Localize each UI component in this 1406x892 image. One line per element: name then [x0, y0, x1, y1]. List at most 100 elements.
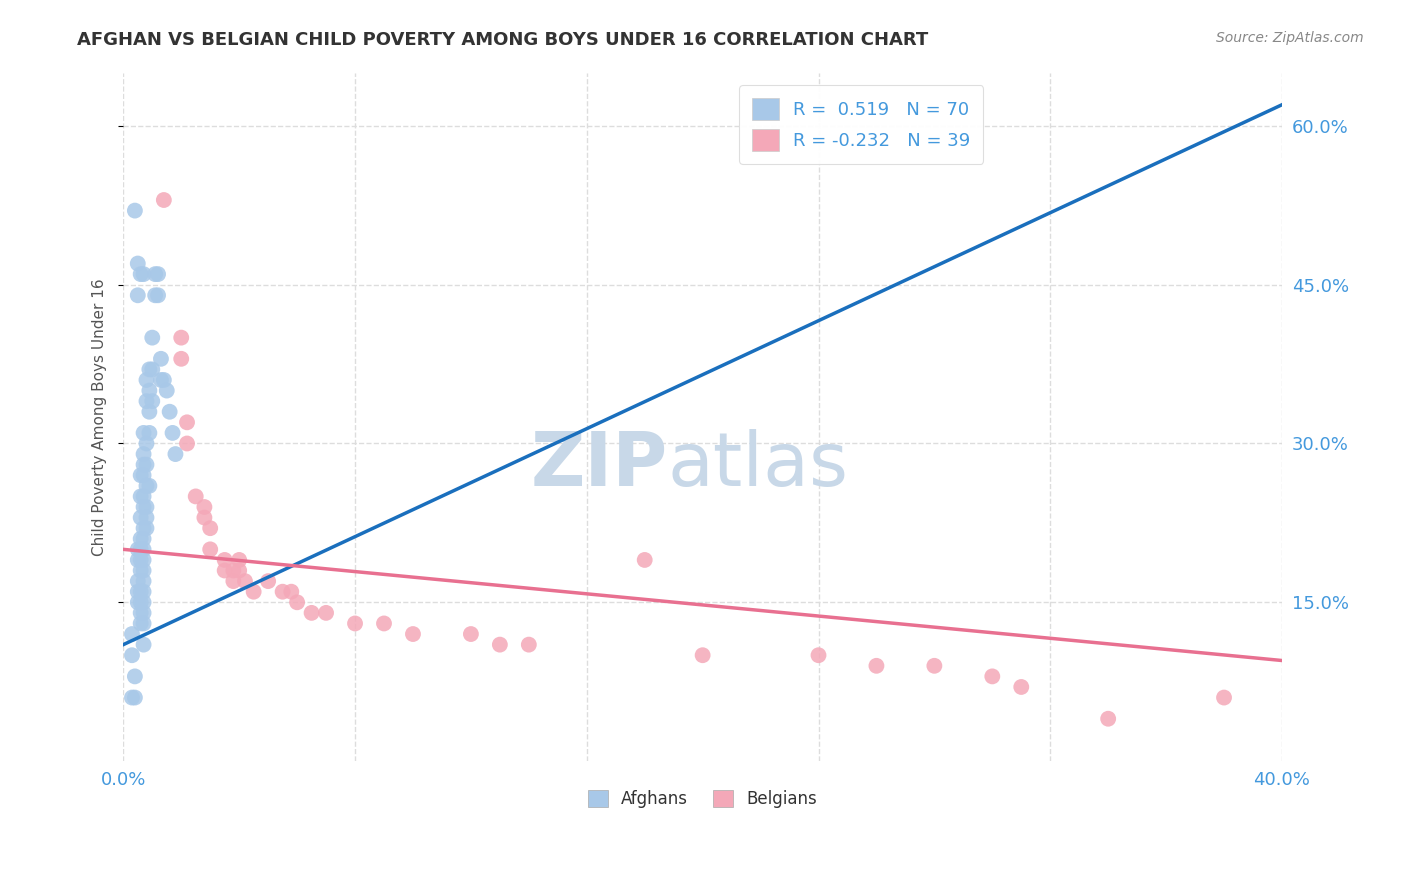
Point — [132, 574, 155, 588]
Point — [121, 627, 143, 641]
Point — [127, 553, 149, 567]
Point — [138, 405, 160, 419]
Point — [141, 362, 163, 376]
Text: ZIP: ZIP — [530, 429, 668, 501]
Point — [127, 584, 149, 599]
Point — [146, 288, 169, 302]
Point — [135, 521, 157, 535]
Point — [132, 584, 155, 599]
Point — [222, 574, 245, 588]
Point — [129, 532, 152, 546]
Point — [301, 606, 323, 620]
Point — [132, 458, 155, 472]
Point — [634, 553, 657, 567]
Point — [222, 564, 245, 578]
Point — [373, 616, 395, 631]
Point — [132, 500, 155, 514]
Point — [135, 510, 157, 524]
Y-axis label: Child Poverty Among Boys Under 16: Child Poverty Among Boys Under 16 — [93, 278, 107, 556]
Point — [132, 425, 155, 440]
Point — [149, 373, 172, 387]
Point — [156, 384, 179, 398]
Point — [141, 331, 163, 345]
Point — [138, 479, 160, 493]
Point — [170, 331, 193, 345]
Point — [315, 606, 337, 620]
Point — [135, 500, 157, 514]
Point — [692, 648, 714, 663]
Point — [135, 479, 157, 493]
Point — [214, 564, 236, 578]
Point — [132, 490, 155, 504]
Point — [233, 574, 256, 588]
Point — [132, 447, 155, 461]
Point — [146, 267, 169, 281]
Point — [129, 510, 152, 524]
Point — [124, 203, 146, 218]
Point — [1213, 690, 1236, 705]
Point — [138, 384, 160, 398]
Point — [176, 436, 198, 450]
Point — [132, 553, 155, 567]
Point — [129, 606, 152, 620]
Point — [132, 267, 155, 281]
Point — [153, 373, 176, 387]
Point — [129, 267, 152, 281]
Text: AFGHAN VS BELGIAN CHILD POVERTY AMONG BOYS UNDER 16 CORRELATION CHART: AFGHAN VS BELGIAN CHILD POVERTY AMONG BO… — [77, 31, 928, 49]
Point — [129, 595, 152, 609]
Point — [127, 595, 149, 609]
Point — [149, 351, 172, 366]
Point — [129, 542, 152, 557]
Text: Source: ZipAtlas.com: Source: ZipAtlas.com — [1216, 31, 1364, 45]
Point — [285, 595, 308, 609]
Point — [132, 616, 155, 631]
Point — [981, 669, 1004, 683]
Point — [228, 564, 250, 578]
Point — [121, 690, 143, 705]
Point — [170, 351, 193, 366]
Point — [807, 648, 830, 663]
Point — [271, 584, 294, 599]
Point — [162, 425, 184, 440]
Point — [132, 595, 155, 609]
Point — [200, 542, 222, 557]
Point — [184, 490, 207, 504]
Point — [1010, 680, 1032, 694]
Point — [129, 584, 152, 599]
Point — [132, 606, 155, 620]
Point — [141, 394, 163, 409]
Point — [132, 638, 155, 652]
Point — [193, 500, 215, 514]
Point — [200, 521, 222, 535]
Point — [517, 638, 540, 652]
Point — [143, 267, 166, 281]
Point — [193, 510, 215, 524]
Point — [132, 564, 155, 578]
Point — [135, 436, 157, 450]
Point — [124, 690, 146, 705]
Point — [153, 193, 176, 207]
Point — [135, 373, 157, 387]
Point — [214, 553, 236, 567]
Point — [129, 553, 152, 567]
Point — [129, 616, 152, 631]
Point — [138, 362, 160, 376]
Text: atlas: atlas — [668, 429, 849, 501]
Point — [228, 553, 250, 567]
Point — [176, 415, 198, 429]
Point — [135, 394, 157, 409]
Point — [138, 425, 160, 440]
Legend: Afghans, Belgians: Afghans, Belgians — [581, 783, 824, 814]
Point — [143, 288, 166, 302]
Point — [129, 490, 152, 504]
Point — [132, 468, 155, 483]
Point — [924, 658, 946, 673]
Point — [344, 616, 367, 631]
Point — [460, 627, 482, 641]
Point — [127, 288, 149, 302]
Point — [127, 542, 149, 557]
Point — [489, 638, 512, 652]
Point — [127, 574, 149, 588]
Point — [132, 542, 155, 557]
Point — [242, 584, 264, 599]
